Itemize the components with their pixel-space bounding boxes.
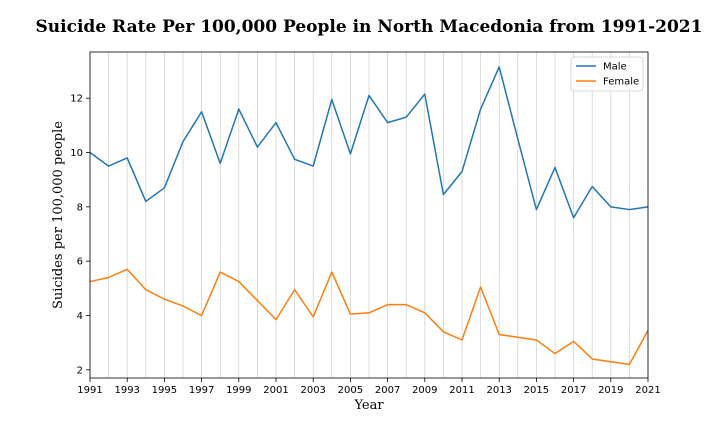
y-tick-label: 6 (77, 257, 83, 268)
x-tick-label: 2007 (375, 385, 400, 396)
x-tick-label: 1995 (152, 385, 177, 396)
x-tick-label: 1993 (114, 385, 139, 396)
chart-title: Suicide Rate Per 100,000 People in North… (36, 17, 703, 37)
y-tick-label: 12 (70, 94, 83, 105)
x-tick-label: 2011 (449, 385, 474, 396)
legend-label: Female (603, 77, 639, 88)
x-tick-label: 2001 (263, 385, 288, 396)
y-tick-label: 2 (77, 365, 83, 376)
x-tick-label: 2017 (561, 385, 586, 396)
x-tick-label: 1991 (77, 385, 102, 396)
x-axis-label: Year (353, 398, 384, 413)
y-axis-label: Suicides per 100,000 people (51, 121, 66, 309)
x-tick-label: 2015 (524, 385, 549, 396)
series-line-male (89, 66, 649, 219)
x-tick-label: 2009 (412, 385, 437, 396)
plot-area (89, 51, 649, 379)
x-tick-label: 2021 (635, 385, 660, 396)
grid (89, 52, 649, 378)
y-tick-label: 8 (77, 202, 83, 213)
y-tick-label: 4 (77, 311, 83, 322)
x-tick-label: 2003 (300, 385, 325, 396)
legend: Male Female (570, 56, 644, 92)
x-tick-label: 1997 (189, 385, 214, 396)
series-lines (89, 66, 649, 366)
y-axis-ticks: 2 4 6 8 10 12 (70, 94, 90, 376)
x-tick-label: 1999 (226, 385, 251, 396)
y-tick-label: 10 (70, 148, 83, 159)
series-line-female (89, 268, 649, 366)
legend-label: Male (603, 62, 627, 73)
x-tick-label: 2019 (598, 385, 623, 396)
x-axis-ticks: 1991 1993 1995 1997 1999 2001 2003 2005 2007 2009… (77, 378, 661, 396)
x-tick-label: 2005 (338, 385, 363, 396)
x-tick-label: 2013 (486, 385, 511, 396)
